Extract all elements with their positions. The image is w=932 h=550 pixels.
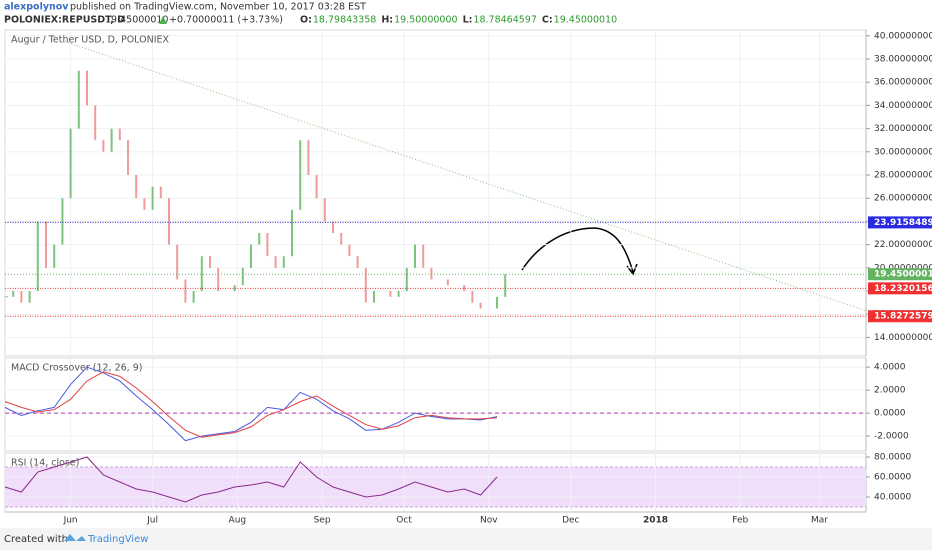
ohlc-label: O:	[300, 15, 312, 26]
level-tag	[868, 310, 932, 323]
y-tick-label: 32.00000000	[874, 124, 932, 134]
y-tick-label: 40.0000	[874, 493, 911, 503]
y-tick-label: 60.0000	[874, 473, 911, 483]
rsi-band	[5, 467, 866, 507]
y-tick-label: 80.0000	[874, 453, 911, 463]
x-tick-label: Aug	[229, 516, 247, 526]
up-arrow	[159, 16, 167, 24]
logo	[64, 534, 86, 541]
ohlc-value: 19.45000010	[554, 15, 617, 26]
y-tick-label: 14.00000000	[874, 333, 932, 343]
footer-bar	[0, 528, 932, 550]
y-tick-label: 38.00000000	[874, 55, 932, 65]
x-tick-label: Jul	[146, 516, 158, 526]
x-tick-label: Oct	[396, 516, 412, 526]
indicator-line	[4, 456, 498, 503]
pane-title: RSI (14, close)	[11, 458, 79, 469]
x-tick-label: Feb	[732, 516, 748, 526]
ohlc-value: 18.78464597	[473, 15, 536, 26]
author[interactable]: alexpolynov	[4, 2, 69, 13]
y-tick-label: 34.00000000	[874, 101, 932, 111]
y-tick-label: 4.0000	[874, 363, 906, 373]
x-tick-label: Nov	[480, 516, 498, 526]
y-tick-label: 28.00000000	[874, 171, 932, 181]
y-tick-label: 26.00000000	[874, 194, 932, 204]
footer-brand[interactable]: TradingView	[87, 534, 148, 545]
header: alexpolynov published on TradingView.com…	[4, 2, 366, 26]
y-tick-label: 2.0000	[874, 386, 906, 396]
x-tick-label: Mar	[811, 516, 828, 526]
level-label: 23.91584890	[874, 218, 932, 228]
ohlc-label: C:	[542, 15, 553, 26]
ohlc-label: L:	[463, 15, 473, 26]
indicator-line	[4, 371, 498, 438]
last-price-label: 19.45000010	[874, 270, 932, 280]
y-tick-label: -2.0000	[874, 432, 909, 442]
published: published on TradingView.com, November 1…	[70, 2, 366, 13]
y-tick-label: 36.00000000	[874, 78, 932, 88]
y-tick-label: 40.00000000	[874, 31, 932, 41]
level-tag	[868, 282, 932, 295]
price: 19.45000010	[105, 15, 168, 26]
ohlc-value: 18.79843358	[313, 15, 376, 26]
ohlc-value: 19.50000000	[394, 15, 457, 26]
last-price-tag	[868, 268, 932, 281]
change: +0.70000011 (+3.73%)	[169, 15, 283, 26]
level-label: 15.82725798	[874, 312, 932, 322]
pane-title: Augur / Tether USD, D, POLONIEX	[11, 35, 170, 46]
x-tick-label: Jun	[63, 516, 78, 526]
y-tick-label: 30.00000000	[874, 147, 932, 157]
x-tick-label: Dec	[562, 516, 579, 526]
level-tag	[868, 216, 932, 229]
footer-created: Created with	[4, 534, 68, 545]
x-tick-label: Sep	[314, 516, 331, 526]
pane-title: MACD Crossover (12, 26, 9)	[11, 363, 142, 374]
y-tick-label: 0.0000	[874, 409, 906, 419]
y-tick-label: 22.00000000	[874, 240, 932, 250]
ohlc-label: H:	[381, 15, 393, 26]
symbol: POLONIEX:REPUSDT, D	[4, 15, 125, 26]
x-tick-label: 2018	[643, 516, 668, 526]
indicator-line	[4, 366, 498, 442]
